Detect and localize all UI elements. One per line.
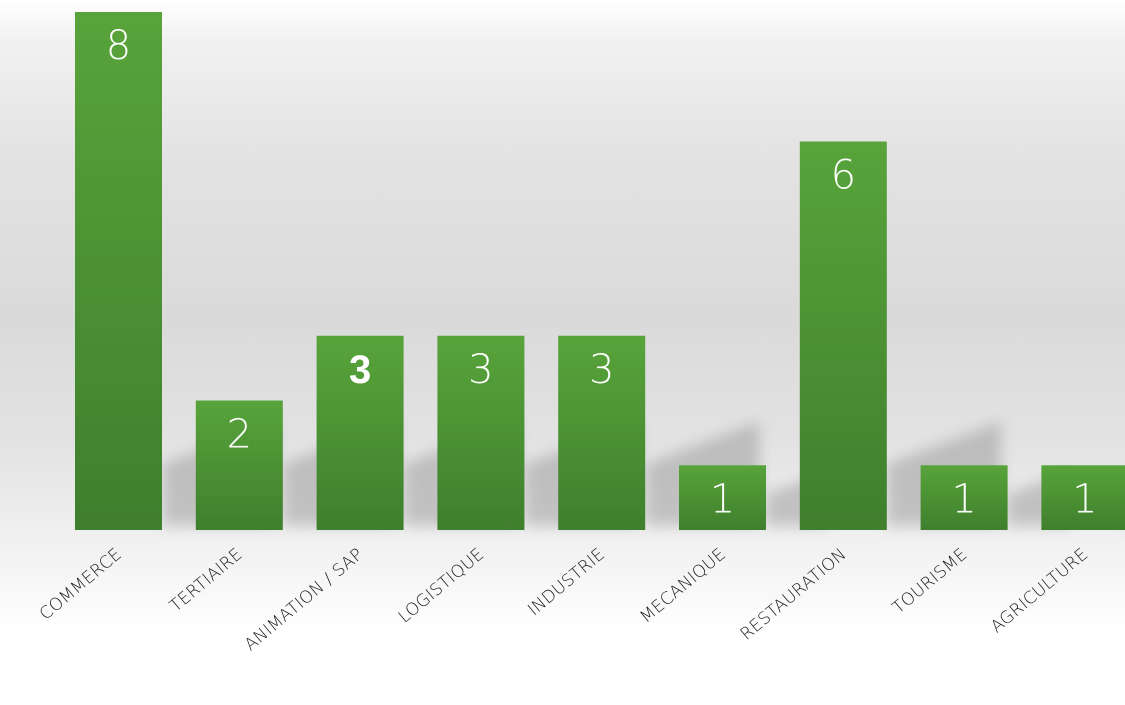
category-label-tourisme: TOURISME	[889, 545, 971, 619]
value-label-logistique: 3	[468, 347, 493, 393]
category-label-agriculture: AGRICULTURE	[987, 545, 1092, 638]
value-label-commerce: 8	[106, 23, 131, 69]
value-label-tourisme: 1	[951, 476, 976, 522]
category-label-animation-sap: ANIMATION / SAP	[241, 545, 368, 656]
value-label-mecanique: 1	[710, 476, 735, 522]
category-label-industrie: INDUSTRIE	[524, 545, 609, 621]
value-label-restauration: 6	[831, 153, 856, 199]
category-label-mecanique: MECANIQUE	[636, 545, 729, 628]
bar-logistique	[437, 335, 525, 530]
category-label-logistique: LOGISTIQUE	[395, 545, 488, 628]
bar-animation-sap	[316, 335, 404, 530]
value-label-agriculture: 1	[1072, 476, 1097, 522]
bar-restauration	[799, 141, 887, 530]
value-label-industrie: 3	[589, 347, 614, 393]
bar-commerce	[75, 12, 162, 530]
value-label-tertiaire: 2	[227, 412, 252, 458]
category-label-restauration: RESTAURATION	[737, 545, 851, 645]
bar-tertiaire	[195, 400, 283, 530]
bar-tourisme	[920, 465, 1008, 530]
bar-industrie	[558, 335, 646, 530]
bar-agriculture	[1041, 465, 1125, 530]
category-label-commerce: COMMERCE	[36, 545, 126, 625]
category-label-tertiaire: TERTIAIRE	[166, 545, 246, 617]
value-label-animation-sap: 3	[349, 348, 371, 392]
bars-group	[75, 12, 1125, 530]
bar-mecanique	[679, 465, 766, 530]
